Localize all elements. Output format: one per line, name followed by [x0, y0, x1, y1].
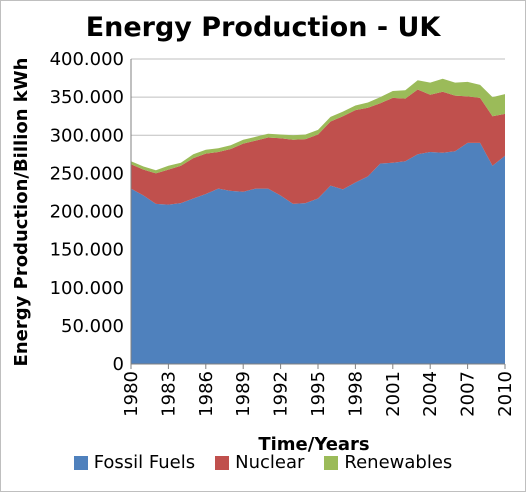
x-axis-label: Time/Years	[258, 434, 369, 455]
legend: Fossil Fuels Nuclear Renewables	[0, 452, 526, 473]
x-tick-label: 1992	[271, 371, 292, 417]
x-tick-label: 1989	[233, 371, 254, 417]
legend-item-renewables: Renewables	[324, 452, 452, 473]
x-tick-label: 2004	[420, 371, 441, 417]
legend-swatch	[215, 455, 230, 470]
legend-label: Fossil Fuels	[93, 452, 196, 473]
y-tick-label: 100.000	[50, 278, 124, 299]
legend-label: Nuclear	[235, 452, 305, 473]
y-tick-label: 300.000	[50, 125, 124, 146]
series-areas	[131, 78, 505, 364]
x-tick-label: 2001	[383, 371, 404, 417]
axes	[130, 59, 506, 369]
legend-swatch	[73, 455, 88, 470]
x-tick-label: 1986	[196, 371, 217, 417]
x-tick-label: 1995	[308, 371, 329, 417]
y-tick-label: 350.000	[50, 87, 124, 108]
y-tick-label: 400.000	[50, 49, 124, 70]
legend-item-fossil-fuels: Fossil Fuels	[73, 452, 196, 473]
y-axis-label: Energy Production/Billion kWh	[11, 58, 32, 367]
chart-title: Energy Production - UK	[85, 12, 441, 43]
y-tick-label: 200.000	[50, 202, 124, 223]
y-tick-label: 50.000	[61, 316, 124, 337]
legend-item-nuclear: Nuclear	[215, 452, 304, 473]
x-tick-label: 2007	[458, 371, 479, 417]
x-tick-label: 1983	[158, 371, 179, 417]
x-tick-label: 2010	[495, 371, 516, 417]
y-tick-label: 250.000	[50, 163, 124, 184]
x-tick-label: 1980	[121, 371, 142, 417]
y-tick-labels: 0 50.000 100.000 150.000 200.000 250.000 300.0…	[50, 49, 124, 375]
legend-swatch	[324, 455, 339, 470]
legend-label: Renewables	[344, 452, 453, 473]
y-tick-label: 150.000	[50, 240, 124, 261]
area-fossil-fuels	[131, 142, 505, 364]
x-tick-labels: 1980 1983 1986 1989 1992 1995 1998 2001 2004 2007…	[121, 371, 516, 417]
area-renewables	[131, 78, 505, 174]
x-tick-label: 1998	[345, 371, 366, 417]
area-nuclear	[131, 89, 505, 205]
y-tick-label: 0	[113, 354, 124, 375]
